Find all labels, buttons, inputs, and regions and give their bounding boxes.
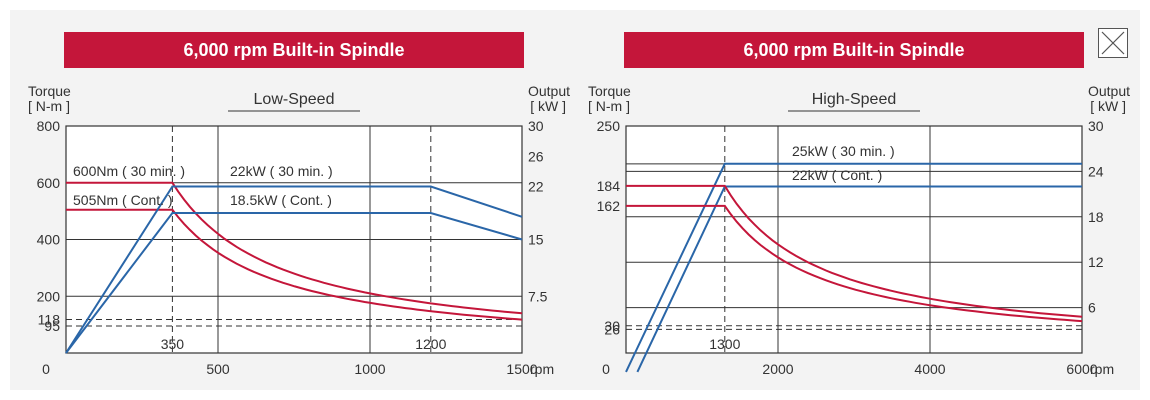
high-series-torque-3	[626, 204, 1083, 323]
low-series-output-3	[65, 212, 523, 354]
low-left-tick-600: 600	[37, 175, 61, 191]
high-x-ref-tick-1300: 1300	[709, 336, 740, 352]
low-series-label-2: 22kW ( 30 min. )	[230, 163, 333, 179]
high-left-axis-unit: [ N-m ]	[588, 98, 630, 114]
low-left-tick-800: 800	[37, 118, 61, 134]
high-series-label-1: 22kW ( Cont. )	[792, 167, 882, 183]
low-series-torque-1	[66, 208, 523, 321]
low-left-tick-200: 200	[37, 288, 61, 304]
high-right-tick-6: 6	[1088, 300, 1096, 316]
low-series-label-0: 600Nm ( 30 min. )	[73, 163, 185, 179]
high-right-tick-24: 24	[1088, 163, 1104, 179]
high-subtitle: High-Speed	[812, 91, 897, 108]
low-x-tick-1000: 1000	[354, 361, 385, 377]
low-left-axis-title: Torque	[28, 83, 71, 99]
low-left-tick-400: 400	[37, 232, 61, 248]
high-series-label-0: 25kW ( 30 min. )	[792, 143, 895, 159]
high-plot-area	[626, 126, 1082, 353]
low-x-tick-1500: 1500	[506, 361, 537, 377]
high-right-axis-unit: [ kW ]	[1090, 98, 1126, 114]
low-right-tick-26: 26	[528, 148, 544, 164]
low-right-axis-unit: [ kW ]	[530, 98, 566, 114]
low-x-tick-500: 500	[206, 361, 230, 377]
low-subtitle: Low-Speed	[254, 91, 335, 108]
low-right-tick-7.5: 7.5	[528, 288, 548, 304]
low-series-torque-0	[66, 181, 523, 315]
low-left-tick-118: 118	[38, 312, 61, 328]
high-x-tick-2000: 2000	[762, 361, 793, 377]
high-series-output-0	[625, 162, 1082, 373]
high-left-tick-26: 26	[604, 321, 620, 337]
high-speed-chart-title-banner: 6,000 rpm Built-in Spindle	[624, 32, 1084, 68]
high-left-tick-30: 30	[604, 318, 620, 334]
low-right-tick-22: 22	[528, 179, 544, 195]
low-series-label-3: 18.5kW ( Cont. )	[230, 192, 332, 208]
low-x-ref-tick-1200: 1200	[415, 336, 446, 352]
high-right-tick-18: 18	[1088, 209, 1104, 225]
high-left-tick-250: 250	[597, 118, 621, 134]
high-left-tick-162: 162	[597, 198, 621, 214]
close-icon	[1101, 31, 1125, 55]
high-right-tick-30: 30	[1088, 118, 1104, 134]
high-x-unit: rpm	[1090, 361, 1114, 377]
high-series-torque-2	[626, 184, 1083, 318]
high-left-tick-184: 184	[597, 178, 621, 194]
high-left-axis-title: Torque	[588, 83, 631, 99]
high-x-tick-4000: 4000	[914, 361, 945, 377]
high-right-tick-12: 12	[1088, 254, 1104, 270]
high-right-axis-title: Output	[1088, 83, 1130, 99]
low-left-tick-95: 95	[44, 318, 60, 334]
low-right-tick-15: 15	[528, 232, 544, 248]
low-right-axis-title: Output	[528, 83, 570, 99]
low-x-unit: rpm	[530, 361, 554, 377]
high-x-tick-0: 0	[602, 361, 610, 377]
close-button[interactable]	[1098, 28, 1128, 58]
low-series-output-2	[65, 185, 523, 354]
low-speed-chart-title-banner: 6,000 rpm Built-in Spindle	[64, 32, 524, 68]
low-left-axis-unit: [ N-m ]	[28, 98, 70, 114]
low-x-ref-tick-350: 350	[161, 336, 185, 352]
low-series-label-1: 505Nm ( Cont. )	[73, 192, 173, 208]
low-right-tick-30: 30	[528, 118, 544, 134]
high-plot-border	[625, 125, 1083, 354]
low-x-tick-0: 0	[42, 361, 50, 377]
high-x-tick-6000: 6000	[1066, 361, 1097, 377]
